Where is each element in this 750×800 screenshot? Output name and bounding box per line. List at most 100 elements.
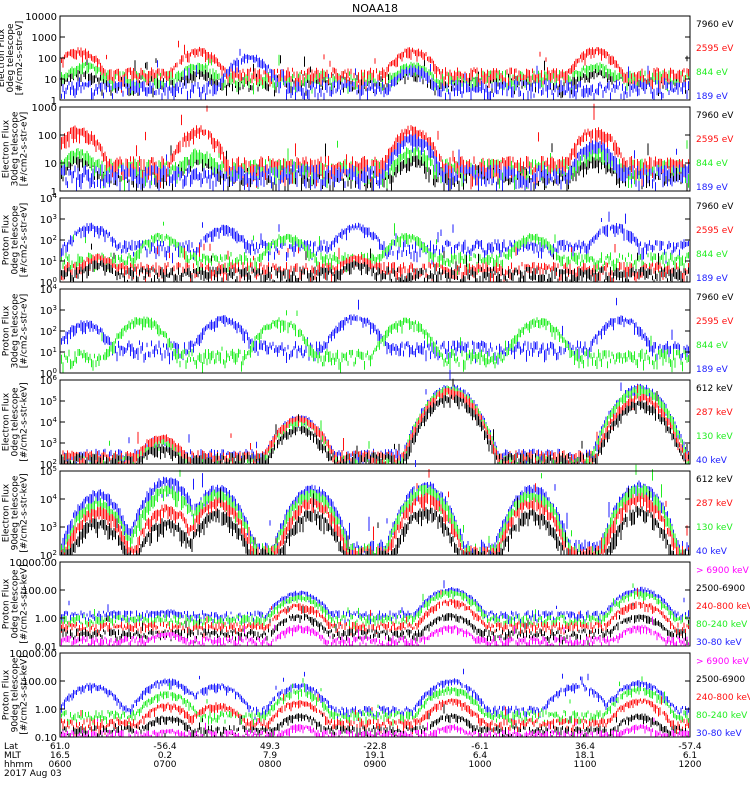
y-axis-title: MEPED Electron Flux 90deg telescope [#/cm2-… — [0, 473, 30, 552]
y-axis-title-line: MEPED — [0, 679, 3, 711]
panel-5: 106 105 104 103 102 MEPED Electron Flux 0deg te… — [0, 369, 733, 471]
y-axis-title-line: 0deg telescope — [6, 23, 16, 93]
y-tick-label: 100.00 — [22, 586, 57, 597]
series-blue — [59, 460, 691, 555]
legend-item: 2595 eV — [696, 135, 734, 145]
y-axis-title-line: 30deg telescope — [11, 293, 21, 368]
panel-1: 10000 1000 100 10 1 Electron Flux 0deg telesco… — [0, 12, 734, 107]
legend-item: 7960 eV — [696, 293, 734, 303]
y-tick-label: 101 — [40, 346, 57, 359]
x-row-label: hhmm — [4, 760, 33, 770]
legend-item: 612 keV — [696, 475, 733, 485]
x-tick-label-hhmm: 1200 — [679, 760, 702, 770]
y-axis: 104 103 102 101 100 — [40, 283, 690, 380]
y-axis-title-line: [#/cm2-s-str-eV] — [20, 294, 30, 369]
y-tick-label: 100 — [38, 54, 57, 65]
y-axis-title: Electron Flux 0deg telescope [#/cm2-s-str-… — [0, 21, 25, 96]
plot-frame — [59, 15, 691, 101]
y-tick-label: 0.10 — [35, 733, 57, 744]
y-tick-label: 102 — [40, 234, 57, 247]
y-axis-title: TED Proton Flux 0deg telescope [#/cm2-s-str… — [0, 203, 30, 278]
y-axis-title-line: [#/cm2-s-str-eV] — [20, 203, 30, 278]
y-tick-label: 103 — [40, 304, 57, 317]
x-tick-label-hhmm: 0700 — [154, 760, 177, 770]
plot-frame — [59, 470, 691, 556]
series-green — [59, 464, 691, 555]
legend: > 6900 keV 2500-6900 240-800 keV 80-240 keV… — [696, 566, 750, 648]
y-axis-title: MEPED Electron Flux 0deg telescope [#/cm2-s… — [0, 382, 30, 461]
y-tick-label: 103 — [40, 521, 57, 534]
legend-item: 2500-6900 — [696, 675, 745, 685]
panel-7: 10000.00 100.00 1.00 0.01 MEPED Proton Flux 0d… — [0, 558, 750, 653]
legend-item: > 6900 keV — [696, 657, 750, 667]
panel-6: 105 104 103 102 MEPED Electron Flux 90deg tele… — [0, 460, 733, 562]
legend-item: 7960 eV — [696, 202, 734, 212]
series-trace — [59, 460, 691, 555]
y-axis-title-line: TED — [0, 140, 3, 159]
y-axis: 10000.00 100.00 1.00 0.10 — [9, 649, 690, 744]
x-tick-label-mlt: 0.2 — [158, 751, 172, 761]
x-tick-label-mlt: 16.5 — [50, 751, 70, 761]
y-tick-label: 104 — [40, 283, 58, 296]
legend-item: 287 keV — [696, 499, 733, 509]
legend-item: 130 keV — [696, 432, 733, 442]
legend-item: 7960 eV — [696, 20, 734, 30]
y-axis-title-line: Proton Flux — [2, 214, 12, 265]
y-tick-label: 102 — [40, 325, 57, 338]
y-tick-label: 100 — [40, 367, 57, 380]
legend-item: 844 eV — [696, 250, 729, 260]
y-axis-title-line: MEPED — [0, 406, 3, 438]
legend-item: 30-80 keV — [696, 729, 742, 739]
legend-item: 2595 eV — [696, 317, 734, 327]
y-axis-title-line: [#/cm2-s-str-eV] — [15, 21, 25, 96]
y-tick-label: 0.01 — [35, 642, 57, 653]
x-row-label: MLT — [4, 751, 22, 761]
y-tick-label: 106 — [40, 374, 58, 387]
legend-item: 2500-6900 — [696, 584, 745, 594]
y-tick-label: 1000 — [32, 103, 57, 114]
x-tick-label-lat: 49.3 — [260, 742, 280, 752]
y-axis-title-line: 90deg telescope — [11, 657, 21, 732]
legend-item: 2595 eV — [696, 226, 734, 236]
y-tick-label: 1 — [51, 96, 57, 107]
y-axis-title-line: Electron Flux — [0, 28, 7, 87]
series-blue — [59, 297, 691, 365]
y-axis: 10000 1000 100 10 1 — [25, 12, 690, 107]
series-red — [61, 469, 691, 555]
legend: 7960 eV 2595 eV 844 eV 189 eV — [696, 111, 734, 193]
legend-item: 844 eV — [696, 68, 729, 78]
y-axis-title-line: TED — [0, 322, 3, 341]
y-axis-title-line: MEPED — [0, 588, 3, 620]
y-tick-label: 104 — [40, 192, 58, 205]
legend: 7960 eV 2595 eV 844 eV 189 eV — [696, 202, 734, 284]
y-tick-label: 10000 — [25, 12, 57, 23]
x-tick-label-hhmm: 1100 — [574, 760, 597, 770]
legend-item: 130 keV — [696, 523, 733, 533]
legend-item: 612 keV — [696, 384, 733, 394]
y-tick-label: 10 — [44, 75, 57, 86]
y-tick-label: 103 — [40, 213, 57, 226]
series-green — [59, 310, 691, 373]
legend-item: 287 keV — [696, 408, 733, 418]
y-tick-label: 105 — [40, 465, 57, 478]
x-tick-label-hhmm: 0800 — [259, 760, 282, 770]
panel-8: 10000.00 100.00 1.00 0.10 MEPED Proton Flux 90… — [0, 649, 750, 744]
x-tick-label-lat: 61.0 — [50, 742, 70, 752]
y-tick-label: 1.00 — [35, 705, 57, 716]
x-tick-label-mlt: 7.9 — [263, 751, 278, 761]
legend-item: > 6900 keV — [696, 566, 750, 576]
x-tick-label-hhmm: 1000 — [469, 760, 492, 770]
y-axis-title-line: Electron Flux — [2, 119, 12, 178]
legend-item: 40 keV — [696, 456, 728, 466]
x-tick-label-hhmm: 0600 — [49, 760, 72, 770]
legend-item: 189 eV — [696, 92, 729, 102]
y-axis: 104 103 102 101 100 — [40, 192, 690, 289]
x-tick-label-lat: -6.1 — [471, 742, 489, 752]
series-trace — [59, 464, 691, 555]
y-axis-title: MEPED Proton Flux 90deg telescope [#/cm2-s-… — [0, 655, 30, 734]
y-axis-title-line: [#/cm2-s-str-keV] — [20, 473, 30, 552]
y-tick-label: 102 — [40, 549, 57, 562]
y-axis: 1000 100 10 1 — [32, 103, 690, 198]
legend-item: 7960 eV — [696, 111, 734, 121]
